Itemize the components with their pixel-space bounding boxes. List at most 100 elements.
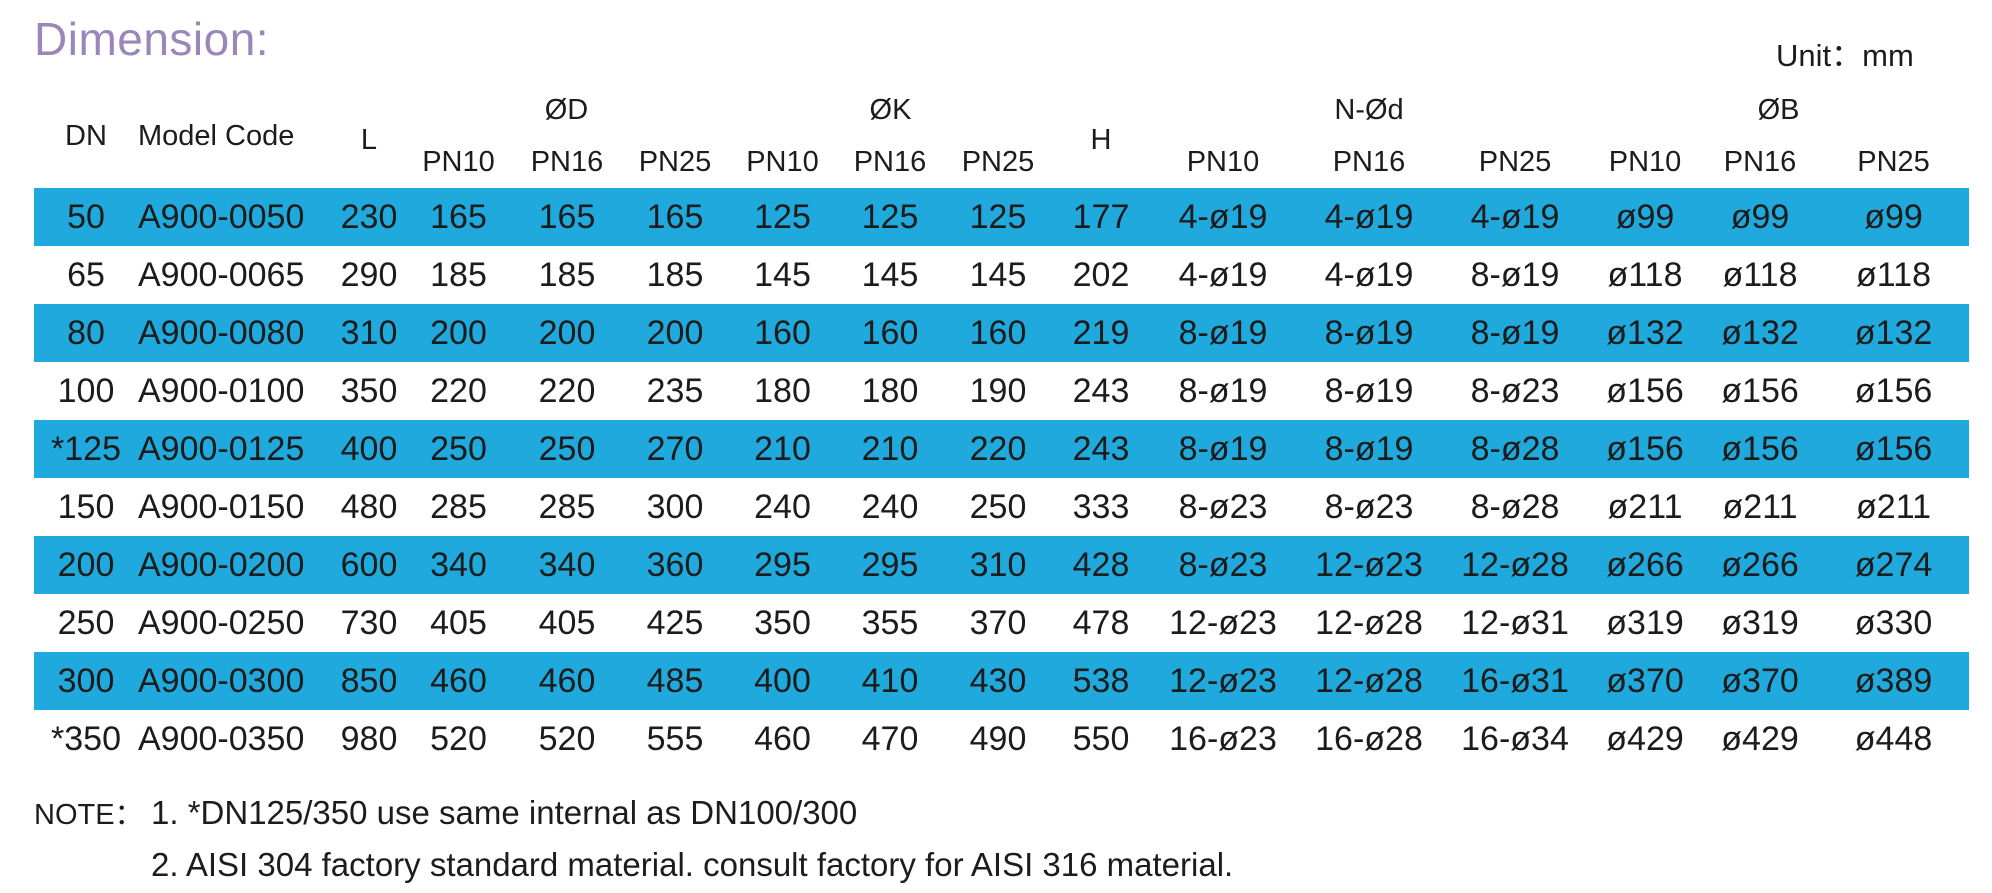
cell-od-pn25: 485 — [621, 652, 729, 710]
cell-ok-pn10: 145 — [754, 255, 811, 294]
cell-ob-pn16: ø118 — [1722, 255, 1798, 294]
cell-nod-pn10: 4-ø19 — [1150, 188, 1296, 246]
table-row: 150 A900-0150 480 285 285 300 240 240 250 333 8-ø2… — [34, 478, 1969, 536]
cell-l: 980 — [340, 719, 398, 758]
page-title: Dimension: — [34, 13, 270, 65]
cell-od-pn25: 200 — [621, 304, 729, 362]
cell-ok-pn16: 160 — [836, 304, 944, 362]
cell-nod-pn25: 16-ø31 — [1442, 652, 1589, 710]
cell-od-pn16: 405 — [538, 603, 596, 642]
cell-code: A900-0050 — [138, 188, 334, 246]
cell-nod-pn16: 16-ø28 — [1315, 719, 1423, 758]
pn-header-ok-pn25: PN25 — [961, 145, 1035, 178]
table-row: 100 A900-0100 350 220 220 235 180 180 190 243 8-ø1… — [34, 362, 1969, 420]
cell-nod-pn10: 8-ø23 — [1150, 536, 1296, 594]
cell-ok-pn16: 240 — [861, 487, 919, 526]
cell-ob-pn16: ø99 — [1702, 188, 1819, 246]
cell-od-pn16: 520 — [538, 719, 596, 758]
cell-ob-pn25: ø389 — [1818, 652, 1970, 710]
pn-header-od-pn10: PN10 — [422, 145, 495, 178]
cell-h: 550 — [1072, 719, 1130, 758]
cell-code: A900-0065 — [138, 255, 305, 294]
cell-nod-pn16: 8-ø19 — [1296, 304, 1442, 362]
note-label: NOTE： — [34, 799, 144, 831]
cell-ob-pn10: ø156 — [1588, 420, 1703, 478]
note-line-1: NOTE： 1. *DN125/350 use same internal as … — [34, 788, 1233, 840]
pn-header-ok-pn16: PN16 — [853, 145, 927, 178]
cell-ob-pn16: ø370 — [1702, 652, 1819, 710]
table-row: 250 A900-0250 730 405 405 425 350 355 370 478 12-ø… — [34, 594, 1969, 652]
cell-ok-pn16: 295 — [836, 536, 944, 594]
cell-ob-pn10: ø319 — [1606, 603, 1684, 642]
header-row-groups: DN Model Code L ØD ØK H N-Ød ØB — [34, 84, 1969, 157]
cell-od-pn10: 405 — [430, 603, 487, 642]
cell-h: 478 — [1072, 603, 1130, 642]
cell-nod-pn16: 12-ø23 — [1296, 536, 1442, 594]
cell-code: A900-0125 — [138, 420, 334, 478]
cell-ob-pn16: ø132 — [1702, 304, 1819, 362]
cell-ob-pn25: ø132 — [1818, 304, 1970, 362]
cell-nod-pn10: 16-ø23 — [1169, 719, 1277, 758]
cell-l: 480 — [340, 487, 398, 526]
cell-ob-pn10: ø429 — [1606, 719, 1684, 758]
cell-od-pn25: 360 — [621, 536, 729, 594]
cell-nod-pn25: 12-ø31 — [1461, 603, 1569, 642]
cell-dn: 50 — [34, 188, 138, 246]
cell-od-pn25: 270 — [621, 420, 729, 478]
pn-header-ok-pn10: PN10 — [746, 145, 819, 178]
cell-h: 333 — [1072, 487, 1130, 526]
cell-od-pn16: 185 — [538, 255, 596, 294]
cell-dn: 65 — [67, 255, 105, 294]
cell-ok-pn16: 210 — [836, 420, 944, 478]
table-row: 50 A900-0050 230 165 165 165 125 125 125 177 4-ø19… — [34, 188, 1970, 246]
cell-ok-pn25: 310 — [944, 536, 1052, 594]
cell-ok-pn10: 350 — [754, 603, 811, 642]
cell-ob-pn25: ø448 — [1854, 719, 1933, 758]
cell-dn: *125 — [34, 420, 138, 478]
cell-ob-pn16: ø319 — [1721, 603, 1799, 642]
cell-h: 538 — [1052, 652, 1150, 710]
col-header-dn: DN — [65, 119, 107, 152]
cell-h: 243 — [1052, 420, 1150, 478]
cell-nod-pn16: 4-ø19 — [1324, 255, 1414, 294]
cell-ob-pn25: ø156 — [1854, 371, 1933, 410]
header-row-pn: PN10 PN16 PN25 PN10 PN16 PN25 PN10 PN16 … — [34, 136, 1969, 188]
cell-od-pn10: 460 — [404, 652, 513, 710]
cell-ok-pn10: 460 — [754, 719, 811, 758]
cell-nod-pn16: 8-ø19 — [1324, 371, 1414, 410]
table-row: 65 A900-0065 290 185 185 185 145 145 145 202 4-ø19… — [34, 246, 1969, 304]
group-header-ok: ØK — [869, 93, 912, 126]
cell-nod-pn25: 8-ø19 — [1470, 255, 1560, 294]
cell-ob-pn10: ø266 — [1588, 536, 1703, 594]
cell-dn: 250 — [57, 603, 115, 642]
cell-ob-pn25: ø274 — [1818, 536, 1970, 594]
dimension-table: DN Model Code L ØD ØK H N-Ød ØB PN10 PN1… — [34, 84, 1970, 768]
cell-l: 600 — [334, 536, 404, 594]
table-row: 80 A900-0080 310 200 200 200 160 160 160 219 8-ø19… — [34, 304, 1970, 362]
cell-l: 400 — [334, 420, 404, 478]
group-header-nod: N-Ød — [1334, 93, 1404, 126]
cell-od-pn25: 235 — [646, 371, 704, 410]
cell-od-pn25: 300 — [646, 487, 704, 526]
cell-dn: 100 — [57, 371, 115, 410]
cell-ob-pn25: ø99 — [1818, 188, 1970, 246]
cell-ob-pn10: ø211 — [1607, 487, 1683, 526]
cell-l: 310 — [334, 304, 404, 362]
col-header-h: H — [1090, 124, 1112, 156]
cell-nod-pn25: 8-ø28 — [1470, 487, 1560, 526]
cell-ok-pn25: 370 — [969, 603, 1027, 642]
cell-ok-pn16: 410 — [836, 652, 944, 710]
cell-l: 230 — [334, 188, 404, 246]
cell-od-pn16: 460 — [513, 652, 621, 710]
cell-dn: 80 — [34, 304, 138, 362]
cell-h: 428 — [1052, 536, 1150, 594]
cell-nod-pn10: 8-ø23 — [1178, 487, 1268, 526]
cell-l: 290 — [340, 255, 398, 294]
cell-ok-pn16: 355 — [861, 603, 919, 642]
cell-od-pn10: 250 — [404, 420, 513, 478]
cell-ob-pn16: ø156 — [1721, 371, 1799, 410]
cell-h: 243 — [1072, 371, 1130, 410]
cell-nod-pn25: 12-ø28 — [1442, 536, 1589, 594]
cell-nod-pn25: 8-ø28 — [1442, 420, 1589, 478]
col-header-l: L — [360, 124, 378, 156]
